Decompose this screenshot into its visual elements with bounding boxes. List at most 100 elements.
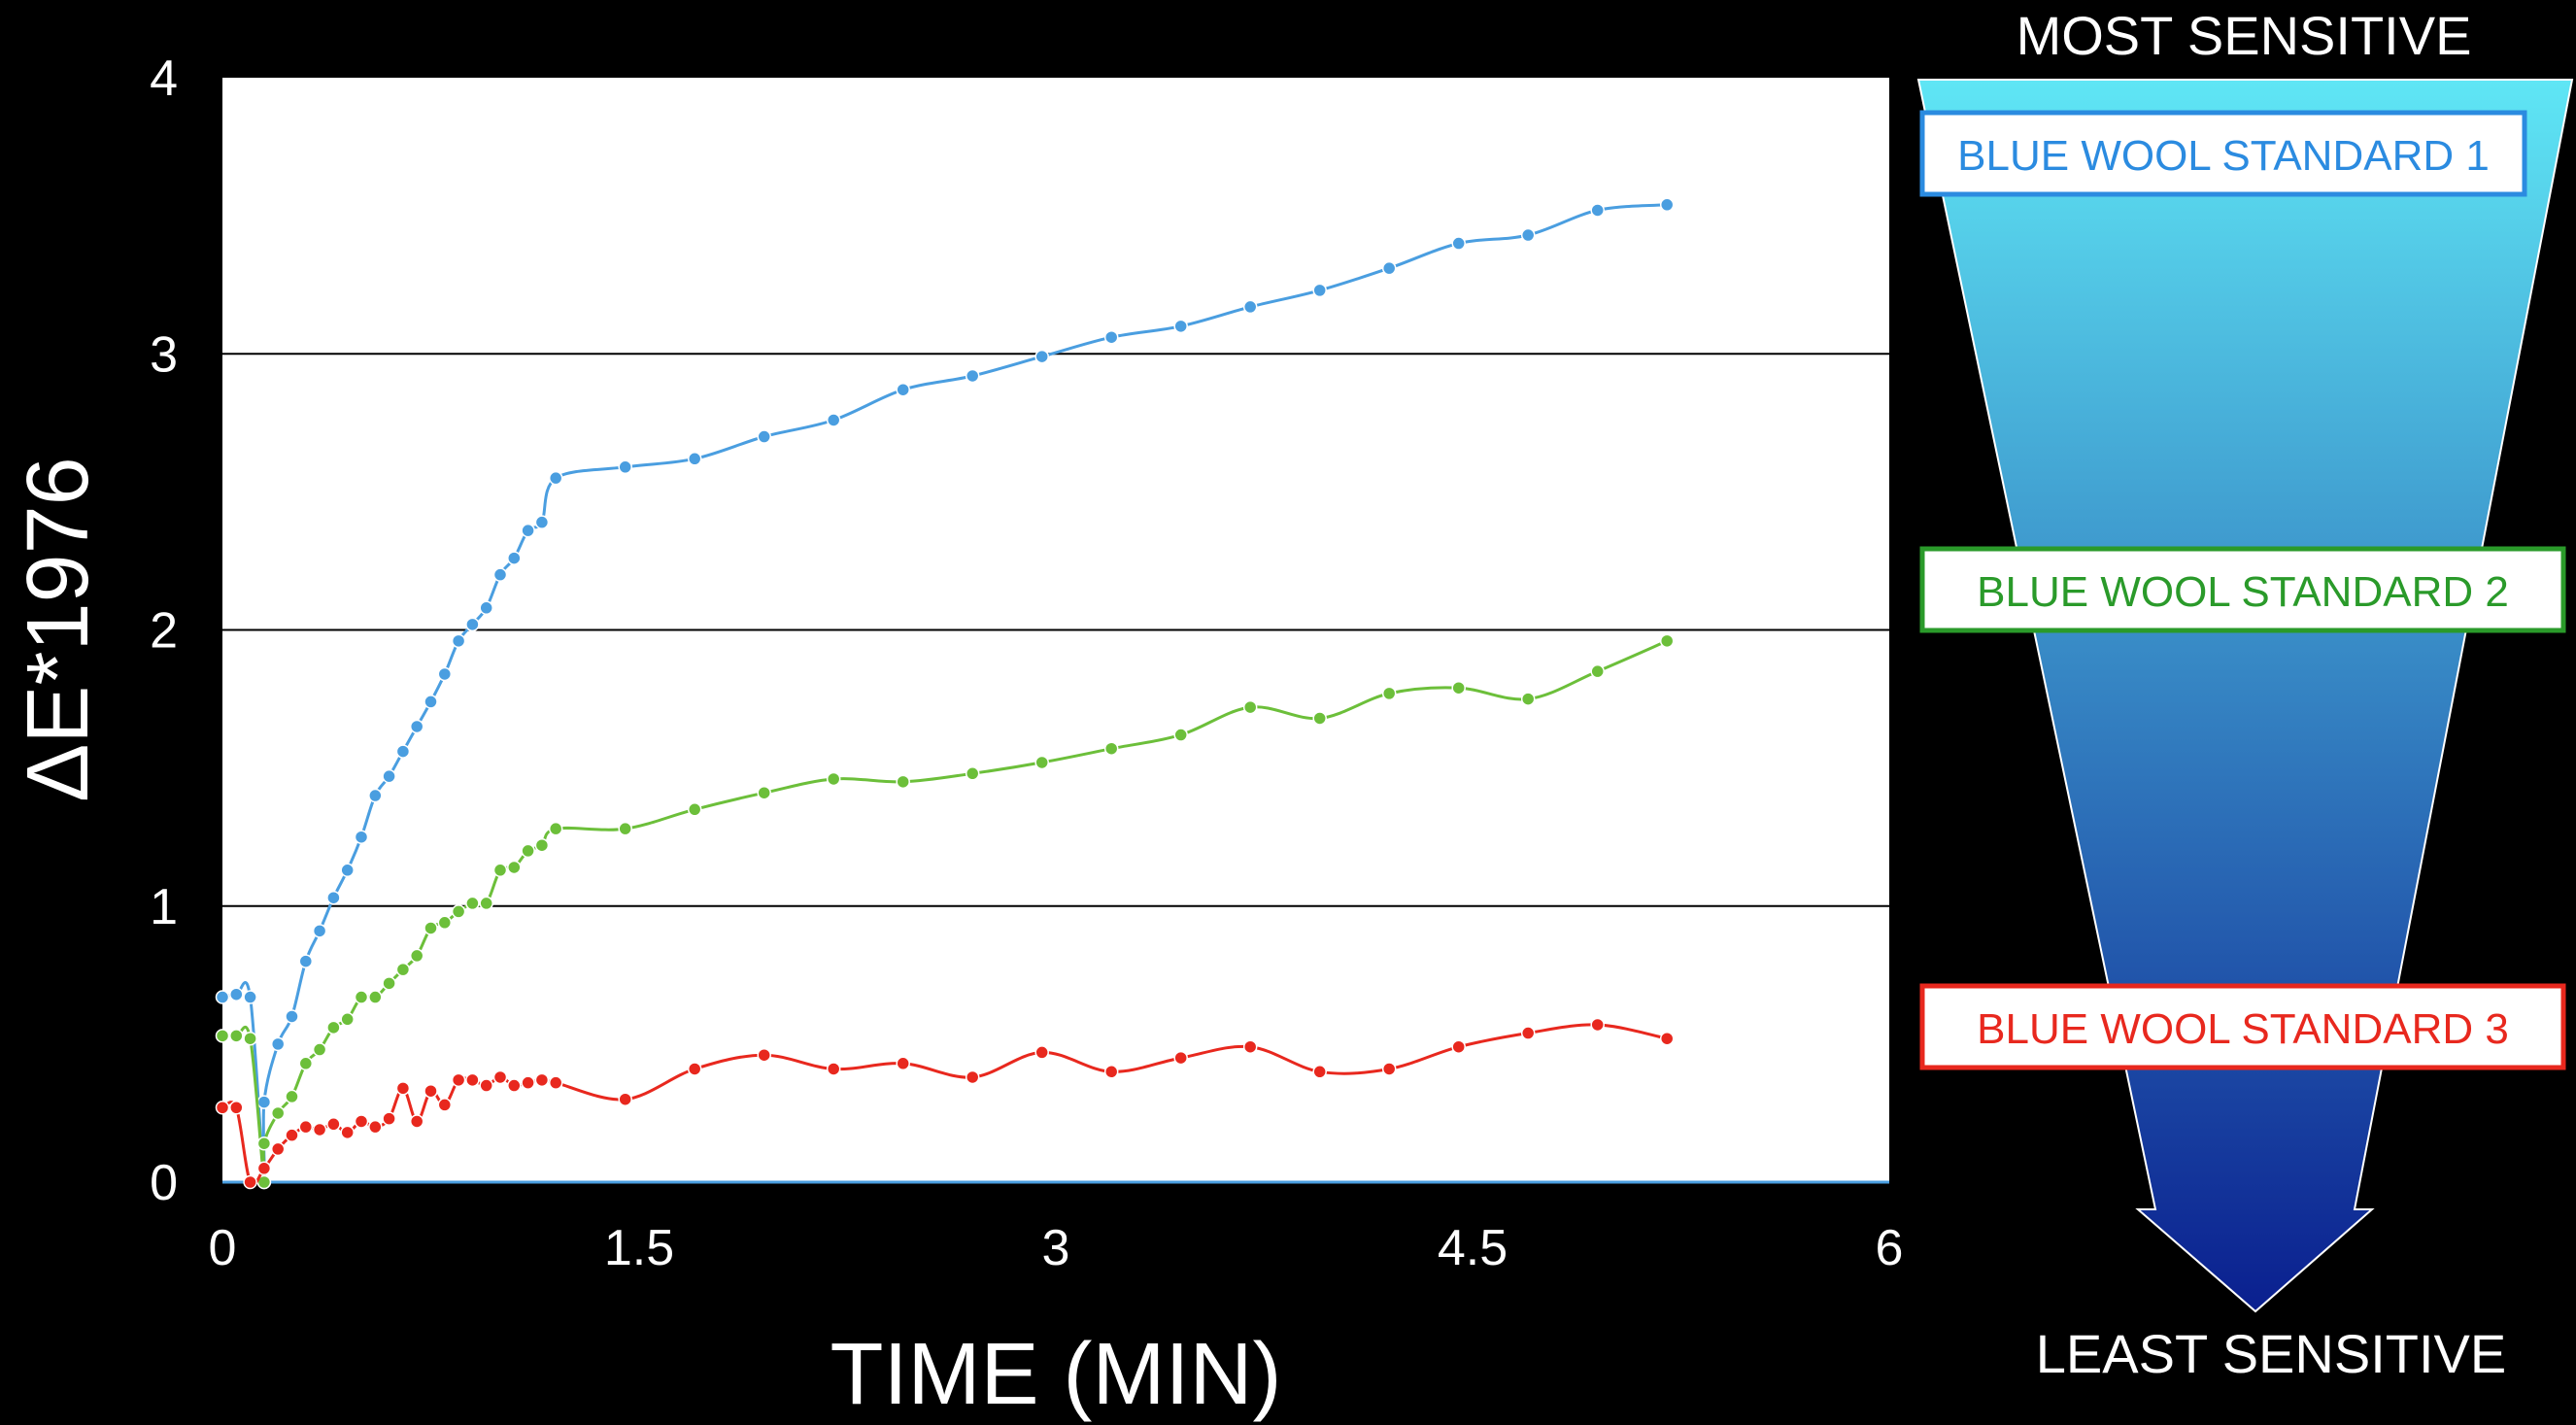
- series-1-point: [395, 744, 411, 759]
- series-2-point: [298, 1056, 314, 1071]
- y-axis-ticks: 0 1 2 3 4: [150, 51, 178, 1211]
- series-1-point: [521, 523, 535, 538]
- series-1-point: [1520, 227, 1536, 243]
- series-1-point: [270, 1036, 286, 1052]
- series-1-point: [507, 551, 522, 565]
- series-3-point: [256, 1161, 272, 1176]
- series-3-point: [1590, 1017, 1605, 1033]
- series-2-point: [965, 766, 980, 781]
- series-1-point: [256, 1095, 272, 1109]
- series-1-point: [1451, 236, 1466, 251]
- series-2: [215, 633, 1675, 1190]
- series-3-point: [298, 1119, 314, 1135]
- series-1-point: [326, 890, 341, 905]
- series-3-point: [1659, 1031, 1675, 1046]
- series-3-point: [1173, 1050, 1188, 1066]
- x-tick-label: 0: [209, 1220, 237, 1276]
- series-2-point: [548, 821, 563, 836]
- series-1-point: [465, 617, 480, 632]
- series-1-point: [424, 695, 438, 709]
- series-3-point: [965, 1069, 980, 1085]
- series-3-point: [757, 1047, 771, 1063]
- series-3-point: [354, 1114, 369, 1129]
- series-3-point: [521, 1075, 535, 1090]
- series-2-point: [424, 921, 438, 935]
- series-1-point: [1173, 319, 1188, 334]
- series-1-point: [298, 954, 314, 968]
- series-1-point: [1312, 283, 1327, 298]
- series-2-point: [757, 785, 771, 800]
- standard-1-label: BLUE WOOL STANDARD 1: [1957, 132, 2490, 180]
- series-2-point: [1173, 728, 1188, 742]
- sensitivity-funnel-arrow: [1916, 79, 2574, 1313]
- series-3-point: [826, 1062, 841, 1076]
- series-2-point: [270, 1105, 286, 1121]
- series-2-point: [826, 771, 841, 787]
- standard-2-box: [1919, 546, 2566, 633]
- series-3-point: [548, 1075, 563, 1090]
- series-2-point: [409, 948, 424, 964]
- series-2-point: [382, 976, 396, 991]
- series-1-point: [1659, 197, 1675, 213]
- series-3-point: [618, 1092, 632, 1106]
- y-tick-label: 4: [150, 51, 178, 107]
- series-1-point: [757, 429, 771, 444]
- series-3-point: [1381, 1062, 1397, 1076]
- x-tick-label: 3: [1042, 1220, 1070, 1276]
- series-1-point: [368, 788, 383, 803]
- series-1: [215, 197, 1675, 1190]
- series-3-point: [1034, 1045, 1049, 1060]
- series-2-point: [243, 1031, 257, 1046]
- series-3-point: [215, 1101, 230, 1115]
- series-1-point: [285, 1009, 299, 1024]
- series-2-point: [285, 1089, 299, 1104]
- series-2-point: [1242, 699, 1258, 715]
- series-2-point: [395, 962, 411, 977]
- series-3-point: [1451, 1039, 1466, 1054]
- series-1-point: [1381, 260, 1397, 276]
- series-3-point: [395, 1081, 411, 1096]
- series-3-point: [534, 1072, 550, 1088]
- y-tick-label: 2: [150, 603, 178, 660]
- series-3-point: [1312, 1065, 1327, 1079]
- series-3-point: [243, 1174, 257, 1190]
- series-2-point: [479, 896, 493, 911]
- sensitivity-scale: MOST SENSITIVE BLUE WOOL STANDARD 1 BLUE…: [1916, 5, 2574, 1384]
- series-2-point: [1103, 741, 1119, 756]
- series-2-point: [1034, 755, 1049, 770]
- line-chart: 0 1 2 3 4 0 1.5 3 4.5 6 TIME (MIN) ΔE*1976: [10, 51, 1903, 1423]
- series-3-point: [1520, 1026, 1536, 1040]
- series-2-point: [1590, 663, 1605, 679]
- series-1-point: [1103, 329, 1119, 345]
- series-1-point: [1590, 203, 1605, 218]
- series-2-point: [326, 1020, 341, 1035]
- series-3-point: [424, 1083, 438, 1099]
- series-3-point: [1103, 1065, 1119, 1079]
- least-sensitive-label: LEAST SENSITIVE: [2036, 1323, 2506, 1384]
- x-tick-label: 6: [1876, 1220, 1904, 1276]
- series-3-point: [465, 1072, 480, 1088]
- series-2-point: [354, 990, 369, 1004]
- series-3-point: [229, 1101, 244, 1115]
- y-tick-label: 3: [150, 326, 178, 383]
- series-3-point: [896, 1056, 910, 1071]
- series-2-point: [465, 896, 480, 911]
- series-1-point: [826, 413, 841, 427]
- series-1-point: [451, 633, 466, 649]
- series-2-point: [534, 837, 550, 853]
- series-1-point: [340, 863, 355, 878]
- series-3-point: [368, 1119, 383, 1135]
- series-2-point: [687, 802, 702, 817]
- series-3-point: [492, 1069, 508, 1085]
- series-1-point: [243, 990, 257, 1004]
- series-1-point: [354, 830, 369, 844]
- series-3-point: [285, 1128, 299, 1142]
- series-1-point: [229, 987, 244, 1001]
- series-1-point: [492, 567, 508, 582]
- series-1-point: [479, 600, 493, 616]
- y-axis-label: ΔE*1976: [10, 457, 107, 801]
- series-2-point: [896, 774, 910, 790]
- series-3-point: [270, 1141, 286, 1157]
- series-2-point: [618, 821, 632, 836]
